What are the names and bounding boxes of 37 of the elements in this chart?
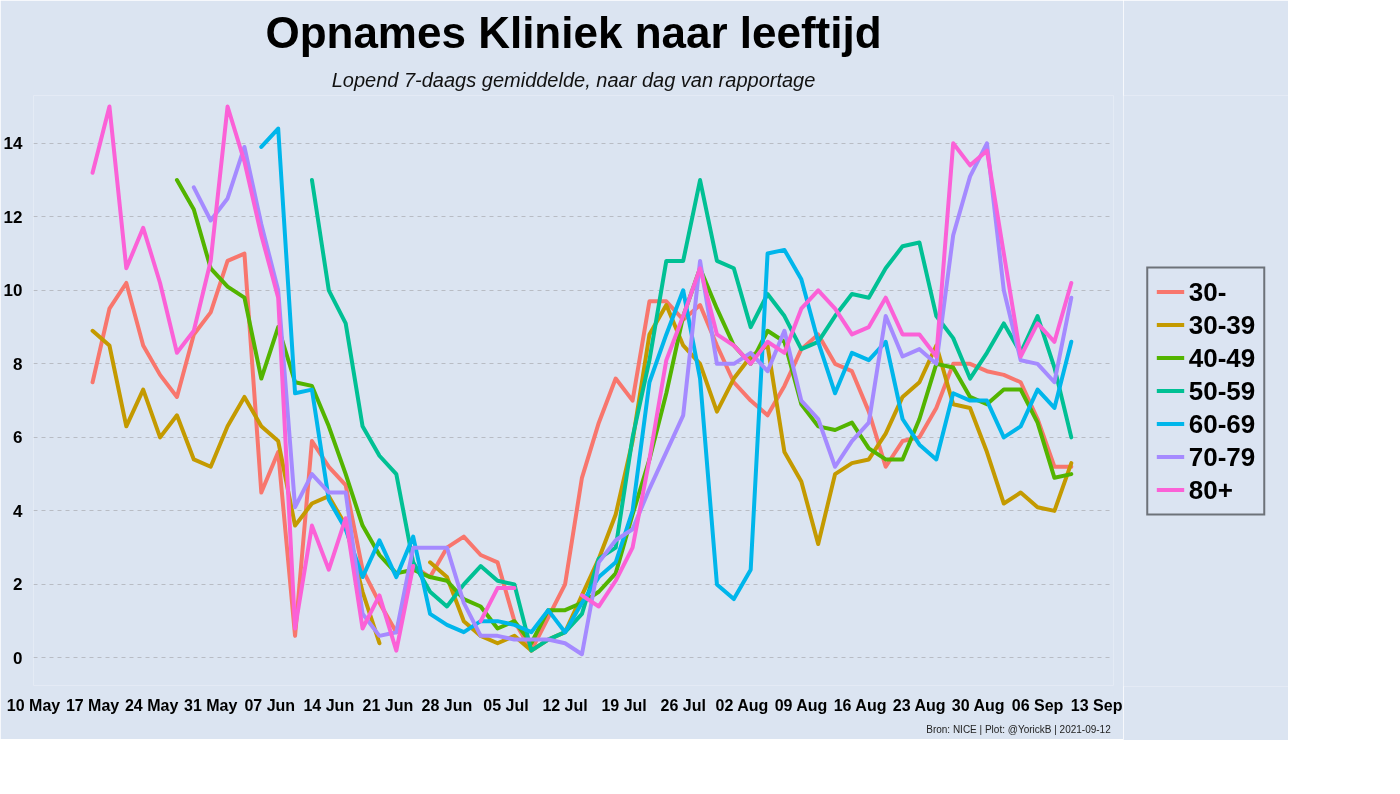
legend-label: 30-39 <box>1188 309 1256 340</box>
y-tick-label: 14 <box>3 134 24 154</box>
y-tick-label: 10 <box>3 281 23 301</box>
chart-subtitle: Lopend 7-daags gemiddelde, naar dag van rapportage <box>331 68 816 91</box>
x-tick-label: 06 Sep <box>1011 696 1064 714</box>
y-tick-label: 12 <box>3 207 23 227</box>
chart-title: Opnames Kliniek naar leeftijd <box>265 7 882 57</box>
x-tick-label: 21 Jun <box>362 696 414 714</box>
legend-label: 60-69 <box>1188 408 1256 439</box>
x-tick-label: 05 Jul <box>483 696 529 714</box>
x-tick-label: 24 May <box>124 696 179 714</box>
x-tick-label: 16 Aug <box>833 696 887 714</box>
x-tick-label: 26 Jul <box>660 696 706 714</box>
x-tick-label: 14 Jun <box>303 696 355 714</box>
text: Bron: NICE | Plot: @YorickB | 2021-09-12 <box>926 723 1112 735</box>
x-tick-label: 07 Jun <box>244 696 296 714</box>
x-tick-label: 02 Aug <box>715 696 769 714</box>
x-tick-label: 13 Sep <box>1070 696 1123 714</box>
y-tick-label: 8 <box>13 354 23 374</box>
y-tick-label: 6 <box>13 428 23 448</box>
legend-label: 70-79 <box>1188 441 1256 472</box>
x-tick-label: 09 Aug <box>774 696 828 714</box>
x-tick-label: 12 Jul <box>542 696 588 714</box>
legend-label: 30- <box>1188 276 1227 307</box>
x-tick-label: 28 Jun <box>421 696 473 714</box>
x-tick-label: 10 May <box>6 696 61 714</box>
x-tick-label: 23 Aug <box>892 696 946 714</box>
x-tick-label: 30 Aug <box>951 696 1005 714</box>
y-tick-label: 4 <box>13 501 24 521</box>
legend-label: 50-59 <box>1188 375 1256 406</box>
x-tick-label: 31 May <box>184 696 238 714</box>
y-tick-label: 0 <box>13 648 23 668</box>
x-tick-label: 17 May <box>65 696 120 714</box>
legend-label: 80+ <box>1188 474 1233 505</box>
y-tick-label: 2 <box>13 575 23 595</box>
legend-label: 40-49 <box>1188 342 1256 373</box>
x-tick-label: 19 Jul <box>601 696 647 714</box>
